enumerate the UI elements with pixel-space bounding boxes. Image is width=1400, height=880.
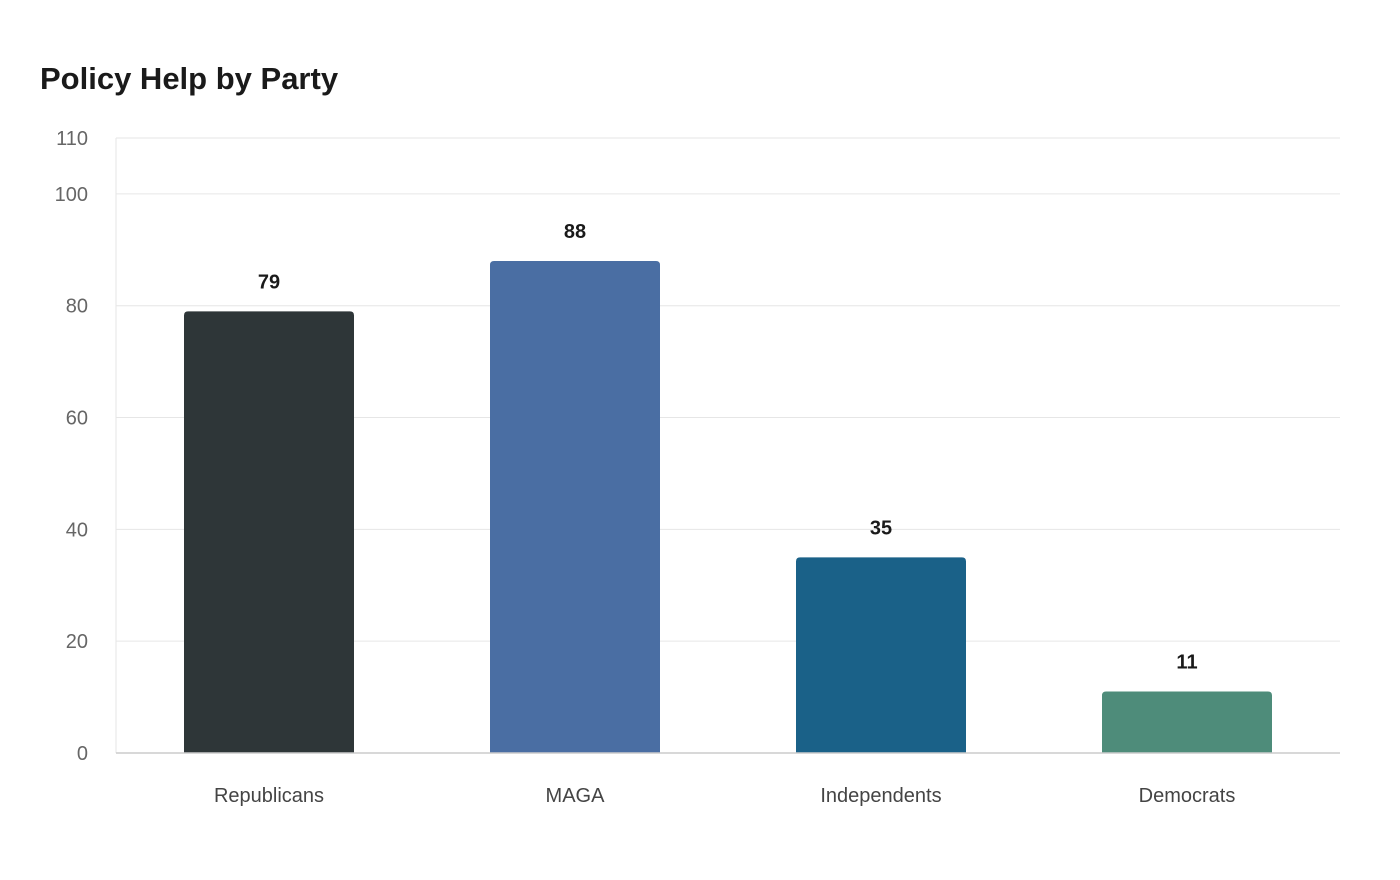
y-tick-label: 80: [66, 296, 88, 318]
y-tick-label: 110: [56, 128, 88, 150]
bars: [184, 261, 1272, 753]
bar-maga: [490, 261, 660, 753]
y-tick-label: 100: [55, 184, 88, 206]
data-label: 11: [1176, 652, 1197, 674]
x-tick-label: Independents: [820, 785, 941, 807]
x-tick-label: Democrats: [1139, 785, 1236, 807]
x-tick-label: Republicans: [214, 785, 324, 807]
bar-democrats: [1102, 691, 1272, 753]
bar-republicans: [184, 311, 354, 753]
bar-independents: [796, 557, 966, 753]
labels: 0 20 40 60 80 100 110 79 Republicans 88 MAGA 35 Inde…: [55, 128, 1236, 807]
y-tick-label: 20: [66, 631, 88, 653]
data-label: 35: [870, 517, 892, 539]
data-label: 79: [258, 271, 280, 293]
y-tick-label: 40: [66, 519, 88, 541]
y-tick-label: 60: [66, 408, 88, 430]
chart-title: Policy Help by Party: [40, 61, 339, 96]
data-label: 88: [564, 221, 586, 243]
y-tick-label: 0: [77, 743, 88, 765]
x-tick-label: MAGA: [546, 785, 606, 807]
